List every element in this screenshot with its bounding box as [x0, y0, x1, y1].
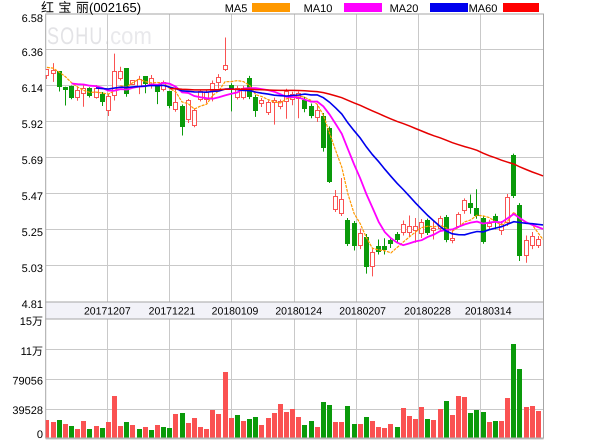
svg-text:MA10: MA10 [304, 3, 333, 15]
svg-text:MA5: MA5 [225, 3, 248, 15]
svg-text:11万: 11万 [21, 346, 43, 358]
svg-text:SOHU: SOHU [47, 23, 104, 50]
svg-text:20171207: 20171207 [84, 306, 131, 318]
svg-text:20171221: 20171221 [149, 306, 196, 318]
svg-text:MA20: MA20 [390, 3, 419, 15]
svg-text:20180228: 20180228 [404, 306, 451, 318]
svg-text:39528: 39528 [12, 405, 43, 417]
svg-text:20180207: 20180207 [339, 306, 386, 318]
svg-text:6.14: 6.14 [22, 83, 43, 95]
svg-text:0: 0 [37, 429, 43, 440]
svg-text:5.92: 5.92 [22, 119, 43, 131]
svg-text:4.81: 4.81 [22, 299, 43, 311]
svg-text:5.25: 5.25 [22, 227, 43, 239]
svg-text:79056: 79056 [12, 376, 43, 388]
svg-text:5.03: 5.03 [22, 263, 43, 275]
svg-text:6.36: 6.36 [22, 47, 43, 59]
svg-text:20180124: 20180124 [275, 306, 322, 318]
svg-text:20180109: 20180109 [212, 306, 259, 318]
svg-text:红 宝 丽: 红 宝 丽 [41, 0, 89, 15]
svg-text:MA60: MA60 [469, 3, 498, 15]
svg-text:15万: 15万 [20, 316, 43, 328]
svg-text:20180314: 20180314 [465, 306, 512, 318]
svg-text:5.69: 5.69 [22, 155, 43, 167]
svg-text:.com: .com [104, 23, 152, 50]
svg-text:6.58: 6.58 [22, 13, 43, 25]
svg-text:5.47: 5.47 [22, 191, 43, 203]
svg-text:(002165): (002165) [89, 0, 141, 15]
